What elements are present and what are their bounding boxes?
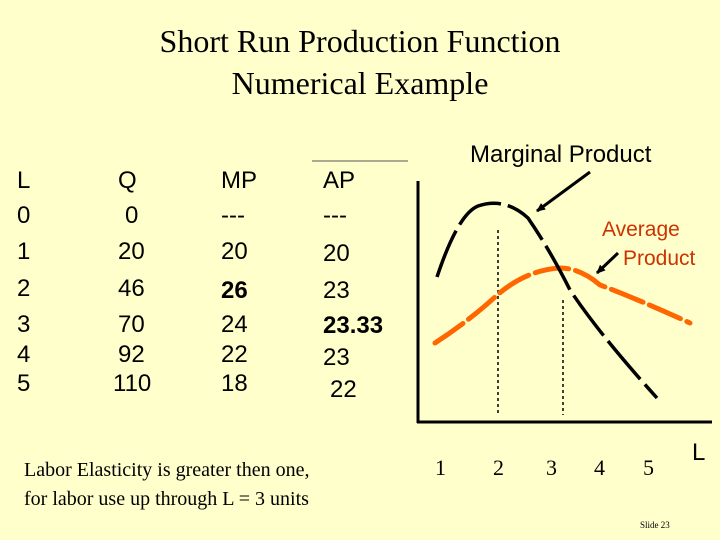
x-tick-label: 5 [643, 455, 654, 480]
table-cell: 92 [118, 341, 145, 368]
x-tick-label: 2 [493, 455, 504, 480]
header-mp: MP [221, 167, 257, 194]
table-cell: 3 [17, 311, 31, 338]
header-q: Q [118, 167, 137, 194]
table-cell: 5 [17, 370, 31, 397]
table-cell-max-ap: 23.33 [323, 312, 384, 339]
elasticity-note: Labor Elasticity is greater then one, fo… [24, 456, 414, 514]
x-tick-label: 4 [594, 455, 605, 480]
table-cell: --- [221, 202, 245, 229]
table-cell-max-mp: 26 [221, 277, 248, 304]
table-cell: 0 [125, 202, 139, 229]
table-cell: 2 [17, 275, 31, 302]
slide-number: Slide 23 [640, 520, 670, 530]
header-ap: AP [323, 167, 356, 194]
note-line-1: Labor Elasticity is greater then one, [24, 459, 310, 481]
mp-pointer-arrow [536, 170, 591, 213]
table-cell: 46 [118, 275, 145, 302]
table-cell: 20 [323, 240, 350, 267]
table-cell: 70 [118, 311, 145, 338]
average-product-label-line-1: Average [602, 218, 680, 241]
table-cell: 22 [330, 376, 357, 403]
x-tick-label: 3 [546, 455, 557, 480]
table-cell: 4 [17, 341, 31, 368]
table-cell: 24 [221, 311, 248, 338]
slide-title: Short Run Production Function Numerical … [0, 20, 720, 104]
table-cell: 110 [113, 370, 152, 397]
table-cell: --- [323, 202, 347, 229]
table-cell: 23 [323, 277, 350, 304]
marginal-product-label: Marginal Product [470, 141, 652, 168]
x-tick-label: 1 [435, 455, 446, 480]
header-l: L [17, 167, 31, 194]
ap-pointer-arrow [595, 251, 620, 275]
average-product-label-line-2: Product [623, 247, 696, 270]
table-cell: 0 [17, 202, 31, 229]
table-cell: 18 [221, 370, 248, 397]
table-cell: 1 [17, 238, 31, 265]
table-cell: 20 [221, 238, 248, 265]
title-line-1: Short Run Production Function [159, 23, 561, 59]
marginal-product-curve [435, 201, 659, 400]
table-cell: 20 [118, 238, 145, 265]
x-axis-label: L [692, 439, 705, 466]
table-cell: 23 [323, 344, 350, 371]
title-line-2: Numerical Example [231, 65, 489, 101]
table-cell: 22 [221, 341, 248, 368]
note-line-2: for labor use up through L = 3 units [24, 488, 309, 510]
